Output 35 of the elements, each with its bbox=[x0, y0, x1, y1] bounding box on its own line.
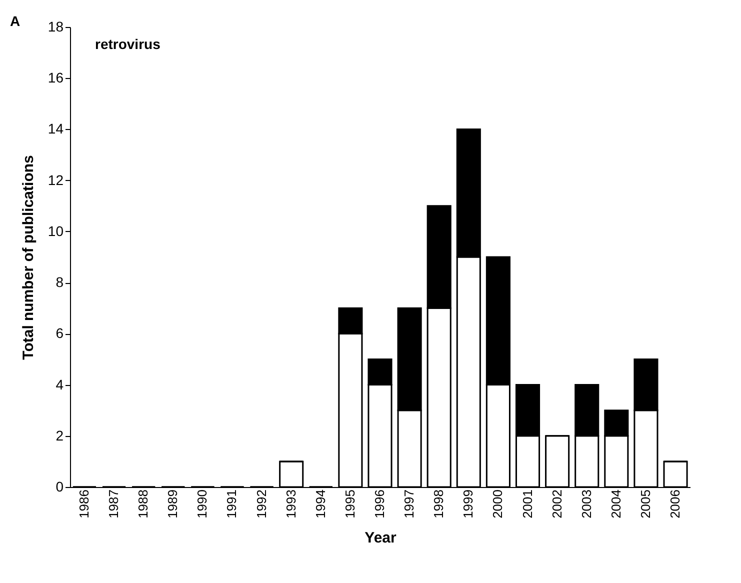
x-tick-label: 1987 bbox=[106, 490, 122, 518]
x-axis-title: Year bbox=[364, 529, 397, 546]
x-tick-label: 2000 bbox=[490, 490, 506, 518]
x-tick-label: 1989 bbox=[165, 490, 180, 518]
y-axis-title: Total number of publications bbox=[20, 155, 37, 360]
x-tick-label: 1992 bbox=[254, 490, 269, 518]
text: A bbox=[10, 13, 20, 29]
y-tick-label: 18 bbox=[48, 18, 64, 34]
y-tick-label: 0 bbox=[56, 478, 64, 494]
y-tick-label: 2 bbox=[56, 427, 64, 444]
x-tick-label: 1999 bbox=[460, 490, 476, 518]
x-tick-label: 2004 bbox=[608, 490, 624, 518]
annotation: retrovirus bbox=[95, 36, 161, 52]
x-tick-label: 1996 bbox=[372, 490, 387, 518]
x-tick-label: 2002 bbox=[549, 490, 564, 518]
y-tick-label: 6 bbox=[56, 325, 64, 342]
x-tick-label: 2001 bbox=[520, 490, 535, 518]
y-tick-label: 16 bbox=[48, 70, 64, 86]
y-tick-label: 14 bbox=[48, 120, 64, 137]
x-tick-label: 1990 bbox=[194, 490, 210, 518]
x-tick-label: 1988 bbox=[136, 490, 151, 518]
y-tick-label: 8 bbox=[56, 274, 64, 290]
x-tick-label: 2006 bbox=[668, 490, 683, 518]
x-tick-label: 1998 bbox=[431, 490, 446, 518]
x-tick-label: 1991 bbox=[224, 490, 240, 518]
x-tick-label: 1994 bbox=[312, 490, 328, 518]
y-tick-label: 4 bbox=[56, 376, 64, 392]
y-tick-label: 12 bbox=[48, 172, 64, 188]
x-tick-label: 2003 bbox=[578, 490, 594, 518]
y-tick-label: 10 bbox=[48, 222, 64, 239]
x-tick-label: 1986 bbox=[76, 490, 92, 518]
x-tick-label: 1997 bbox=[402, 490, 417, 518]
x-tick-label: 2005 bbox=[638, 490, 653, 518]
x-tick-label: 1995 bbox=[342, 490, 358, 518]
x-tick-label: 1993 bbox=[283, 490, 298, 518]
